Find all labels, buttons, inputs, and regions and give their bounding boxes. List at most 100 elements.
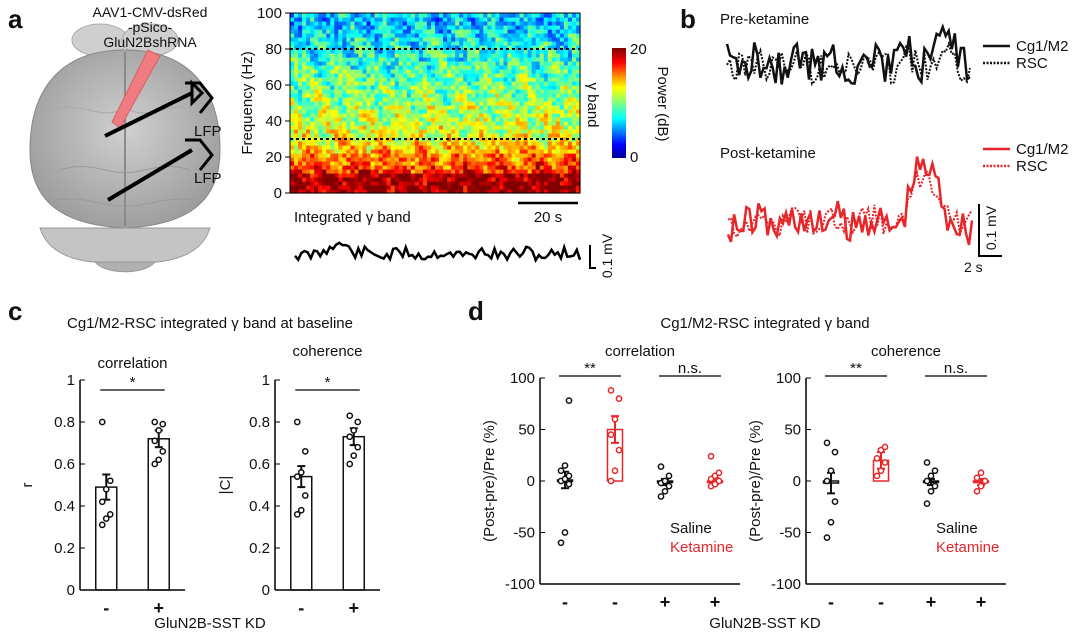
spectrogram-cell (531, 89, 537, 94)
spectrogram-cell (531, 181, 537, 186)
spectrogram-cell (475, 89, 480, 94)
legend-post-cg: Cg1/M2 (1016, 141, 1069, 158)
spectrogram-cell (374, 21, 380, 26)
spectrogram-cell (543, 57, 549, 62)
spectrogram-cell (503, 129, 509, 134)
spectrogram-cell (523, 97, 529, 102)
spectrogram-cell (455, 137, 460, 142)
spectrogram-cell (571, 109, 577, 114)
spectrogram-cell (535, 89, 541, 94)
spectrogram-cell (491, 53, 497, 58)
spectrogram-cell (422, 177, 428, 182)
spectrogram-cell (463, 105, 468, 110)
spectrogram-cell (402, 145, 408, 150)
spectrogram-cell (418, 117, 424, 122)
spectrogram-cell (439, 141, 444, 146)
spectrogram-cell (519, 133, 525, 138)
spectrogram-cell (547, 129, 553, 134)
spectrogram-cell (418, 49, 424, 54)
spectrogram-cell (362, 13, 368, 18)
spectrogram-cell (398, 181, 404, 186)
data-point (611, 467, 619, 475)
spectrogram-cell (306, 117, 311, 122)
spectrogram-cell (322, 53, 327, 58)
spectrogram-cell (330, 49, 335, 54)
spectrogram-cell (318, 69, 323, 74)
spectrogram-cell (410, 25, 416, 30)
spectrogram-ylabel: Frequency (Hz) (239, 51, 256, 154)
spectrogram-cell (290, 89, 295, 94)
spectrogram-cell (422, 33, 428, 38)
spectrogram-cell (394, 133, 400, 138)
spectrogram-cell (491, 105, 497, 110)
spectrogram-cell (539, 125, 545, 130)
spectrogram-cell (531, 61, 537, 66)
spectrogram-cell (362, 21, 368, 26)
spectrogram-cell (330, 185, 335, 190)
spectrogram-cell (555, 141, 561, 146)
spectrogram-cell (386, 85, 392, 90)
spectrogram-cell (402, 97, 408, 102)
spectrogram-cell (563, 57, 569, 62)
spectrogram-cell (414, 177, 420, 182)
spectrogram-cell (350, 173, 356, 178)
spectrogram-cell (346, 77, 352, 82)
spectrogram-cell (370, 113, 376, 118)
spectrogram-cell (330, 149, 335, 154)
spectrogram-cell (398, 81, 404, 86)
spectrogram-cell (519, 13, 525, 18)
spectrogram-cell (455, 113, 460, 118)
spectrogram-cell (515, 157, 521, 162)
spectrogram-cell (551, 33, 557, 38)
spectrogram-cell (515, 81, 521, 86)
spectrogram-cell (326, 61, 331, 66)
spectrogram-cell (551, 157, 557, 162)
spectrogram-cell (567, 57, 573, 62)
spectrogram-cell (370, 169, 376, 174)
spectrogram-cell (447, 113, 452, 118)
spectrogram-cell (539, 13, 545, 18)
spectrogram-cell (535, 85, 541, 90)
spectrogram-cell (294, 21, 299, 26)
spectrogram-cell (374, 69, 380, 74)
spectrogram-cell (306, 93, 311, 98)
spectrogram-cell (463, 85, 468, 90)
spectrogram-cell (527, 21, 533, 26)
spectrogram-cell (314, 157, 319, 162)
spectrogram-cell (483, 129, 488, 134)
spectrogram-cell (346, 17, 352, 22)
post-cg1m2-trace (726, 156, 974, 246)
spectrogram-cell (503, 97, 509, 102)
spectrogram-cell (547, 157, 553, 162)
data-point (354, 443, 362, 451)
spectrogram-cell (507, 17, 513, 22)
spectrogram-cell (547, 61, 553, 66)
spectrogram-cell (402, 65, 408, 70)
spectrogram-cell (511, 133, 517, 138)
spectrogram-cell (443, 137, 448, 142)
spectrogram-cell (406, 105, 412, 110)
spectrogram-cell (439, 149, 444, 154)
spectrogram-cell (495, 85, 501, 90)
spectrogram-cell (487, 129, 492, 134)
significance-label: * (130, 374, 136, 391)
spectrogram-cell (350, 73, 356, 78)
spectrogram-cell (507, 153, 513, 158)
spectrogram-cell (394, 109, 400, 114)
spectrogram-cell (543, 81, 549, 86)
spectrogram-cell (414, 97, 420, 102)
spectrogram-cell (435, 25, 440, 30)
spectrogram-cell (390, 177, 396, 182)
spectrogram-cell (326, 49, 331, 54)
spectrogram-cell (495, 125, 501, 130)
spectrogram-cell (471, 25, 476, 30)
spectrogram-cell (342, 129, 347, 134)
spectrogram-cell (290, 53, 295, 58)
spectrogram-cell (390, 125, 396, 130)
spectrogram-cell (503, 57, 509, 62)
spectrogram-cell (334, 45, 339, 50)
spectrogram-cell (318, 97, 323, 102)
spectrogram-cell (394, 153, 400, 158)
spectrogram-cell (422, 121, 428, 126)
spectrogram-cell (511, 41, 517, 46)
